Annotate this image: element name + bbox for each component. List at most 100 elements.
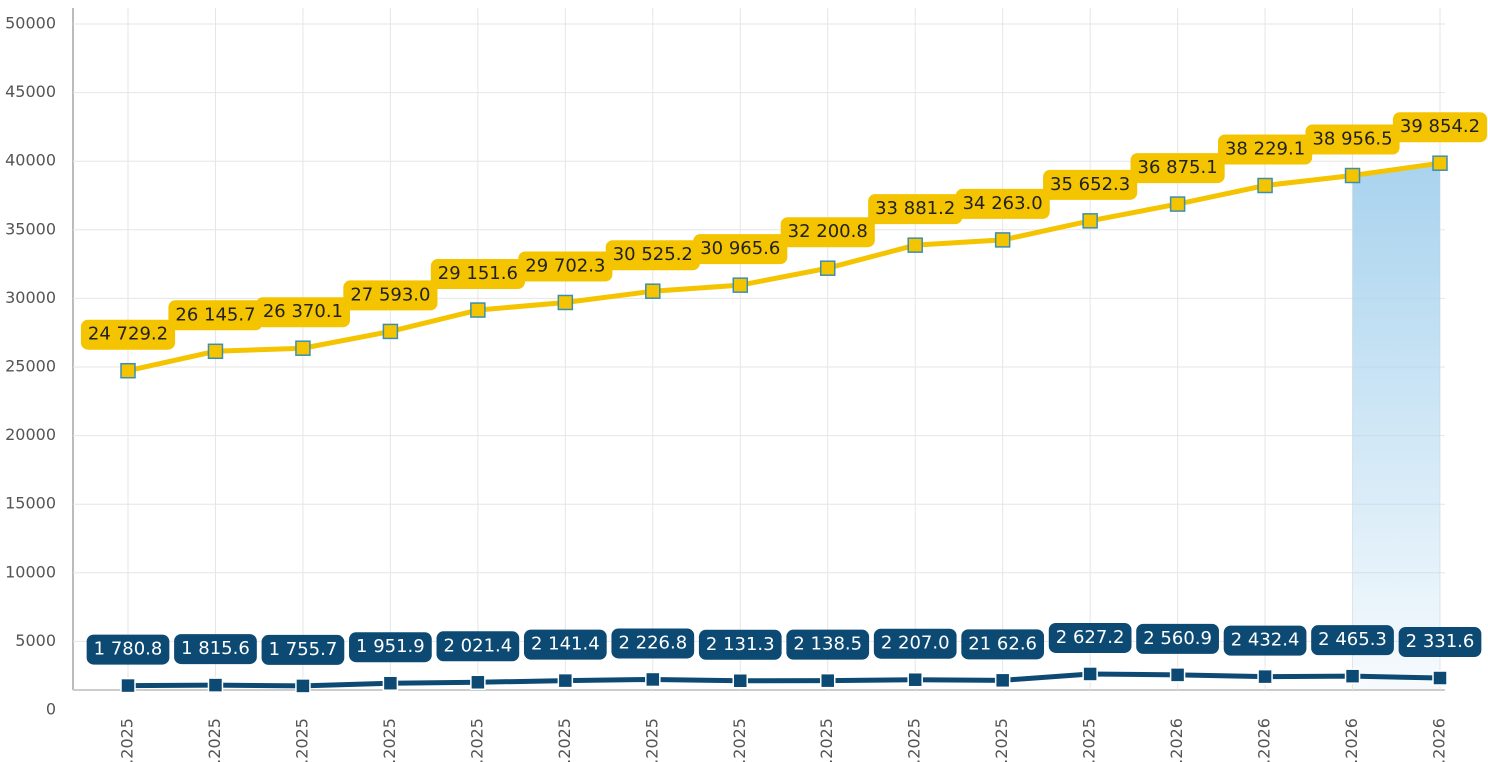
- data-label-text: 38 229.1: [1225, 138, 1305, 159]
- x-tick-label: 04.2025: [380, 718, 399, 762]
- data-label-box: [1043, 169, 1138, 200]
- data-label-box: [255, 297, 351, 328]
- data-label-box: [868, 194, 963, 225]
- data-label-text: 1 815.6: [181, 638, 250, 659]
- y-tick-label: 50000: [5, 14, 56, 33]
- data-label: 29 702.3: [518, 251, 613, 282]
- data-label: 2 465.3: [1311, 625, 1394, 656]
- y-tick-label: 40000: [5, 151, 56, 170]
- marker: [732, 277, 749, 293]
- data-label-box: [698, 629, 782, 660]
- marker: [557, 672, 574, 689]
- marker: [819, 672, 836, 689]
- data-label-text: 2 432.4: [1231, 630, 1300, 651]
- data-label-box: [1311, 625, 1394, 656]
- x-tick-label: 03.2025: [292, 718, 311, 762]
- data-label-box: [436, 631, 520, 662]
- x-tick-label: 07.2025: [642, 718, 661, 762]
- marker: [120, 362, 136, 379]
- marker: [1257, 668, 1273, 685]
- data-label-text: 38 956.5: [1312, 129, 1392, 150]
- data-label-box: [693, 234, 788, 265]
- data-label: 36 875.1: [1130, 153, 1225, 184]
- data-label-text: 33 881.2: [875, 198, 955, 219]
- data-label: 2 331.6: [1398, 627, 1482, 658]
- data-label: 27 593.0: [343, 280, 438, 311]
- data-label: 34 263.0: [955, 188, 1050, 219]
- data-label-box: [523, 629, 607, 660]
- marker: [1169, 196, 1186, 212]
- data-label-text: 29 702.3: [525, 255, 605, 276]
- data-label-box: [605, 240, 700, 271]
- marker: [470, 302, 486, 318]
- x-tick-label: 11.2025: [992, 718, 1011, 762]
- x-tick-label: 09.2025: [817, 718, 836, 762]
- marker: [1082, 666, 1098, 682]
- data-label: 1 951.9: [349, 632, 432, 663]
- data-label: 2 141.4: [523, 629, 607, 660]
- data-label: 2 627.2: [1048, 622, 1132, 653]
- data-label: 39 854.2: [1392, 112, 1488, 143]
- data-label-text: 30 525.2: [613, 244, 693, 265]
- data-label-text: 36 875.1: [1138, 157, 1218, 178]
- data-label: 32 200.8: [780, 217, 875, 248]
- data-label-text: 35 652.3: [1050, 174, 1130, 195]
- y-tick-label: 5000: [15, 631, 56, 650]
- x-tick-label: 05.2025: [467, 718, 486, 762]
- data-label-box: [1223, 625, 1307, 656]
- data-label-text: 1 951.9: [356, 636, 425, 657]
- data-label-text: 2 465.3: [1318, 629, 1387, 650]
- x-tick-label: 02.2025: [205, 718, 224, 762]
- x-tick-label: 04.2026: [1430, 718, 1449, 762]
- marker: [207, 677, 224, 693]
- x-tick-label: 03.2026: [1342, 718, 1361, 762]
- marker: [207, 343, 224, 360]
- data-label-text: 30 965.6: [700, 238, 780, 259]
- x-tick-label: 06.2025: [555, 718, 574, 762]
- data-label: 1 780.8: [86, 634, 170, 665]
- x-tick-label: 12.2025: [1080, 718, 1099, 762]
- data-label-box: [86, 634, 170, 665]
- data-label-text: 32 200.8: [788, 221, 868, 242]
- y-tick-label: 25000: [5, 357, 56, 376]
- data-label: 2 226.8: [611, 628, 695, 659]
- data-label-box: [1130, 153, 1225, 184]
- marker: [732, 673, 749, 689]
- data-label-text: 26 370.1: [263, 301, 343, 322]
- data-label-box: [961, 629, 1045, 660]
- data-label: 2 432.4: [1223, 625, 1307, 656]
- data-label-text: 2 560.9: [1143, 628, 1212, 649]
- data-label-box: [1217, 134, 1313, 165]
- marker: [1344, 668, 1361, 684]
- data-label-box: [430, 259, 525, 290]
- data-label: 35 652.3: [1043, 169, 1138, 200]
- data-label-text: 26 145.7: [175, 304, 255, 325]
- highlight: [1352, 163, 1440, 690]
- data-label: 30 965.6: [693, 234, 788, 265]
- marker: [295, 340, 311, 356]
- data-label-box: [349, 632, 432, 663]
- data-label: 2 131.3: [698, 629, 782, 660]
- data-label: 2 021.4: [436, 631, 520, 662]
- data-label-text: 1 755.7: [269, 639, 338, 660]
- marker: [907, 237, 923, 253]
- data-label: 33 881.2: [868, 194, 963, 225]
- marker: [470, 674, 486, 691]
- data-label-text: 1 780.8: [94, 639, 163, 660]
- marker: [1344, 167, 1361, 184]
- marker: [1082, 213, 1098, 229]
- marker: [907, 671, 923, 688]
- data-label: 2 207.0: [873, 628, 957, 659]
- marker: [994, 232, 1011, 248]
- data-label: 38 956.5: [1305, 124, 1400, 155]
- marker: [1169, 667, 1186, 683]
- data-label: 21 62.6: [961, 629, 1045, 660]
- data-label-box: [174, 634, 257, 665]
- marker: [557, 294, 574, 311]
- data-label: 38 229.1: [1217, 134, 1313, 165]
- series-line: [127, 160, 1441, 374]
- data-label-box: [168, 300, 263, 331]
- data-label-text: 2 138.5: [793, 634, 862, 655]
- data-label: 2 138.5: [786, 629, 870, 660]
